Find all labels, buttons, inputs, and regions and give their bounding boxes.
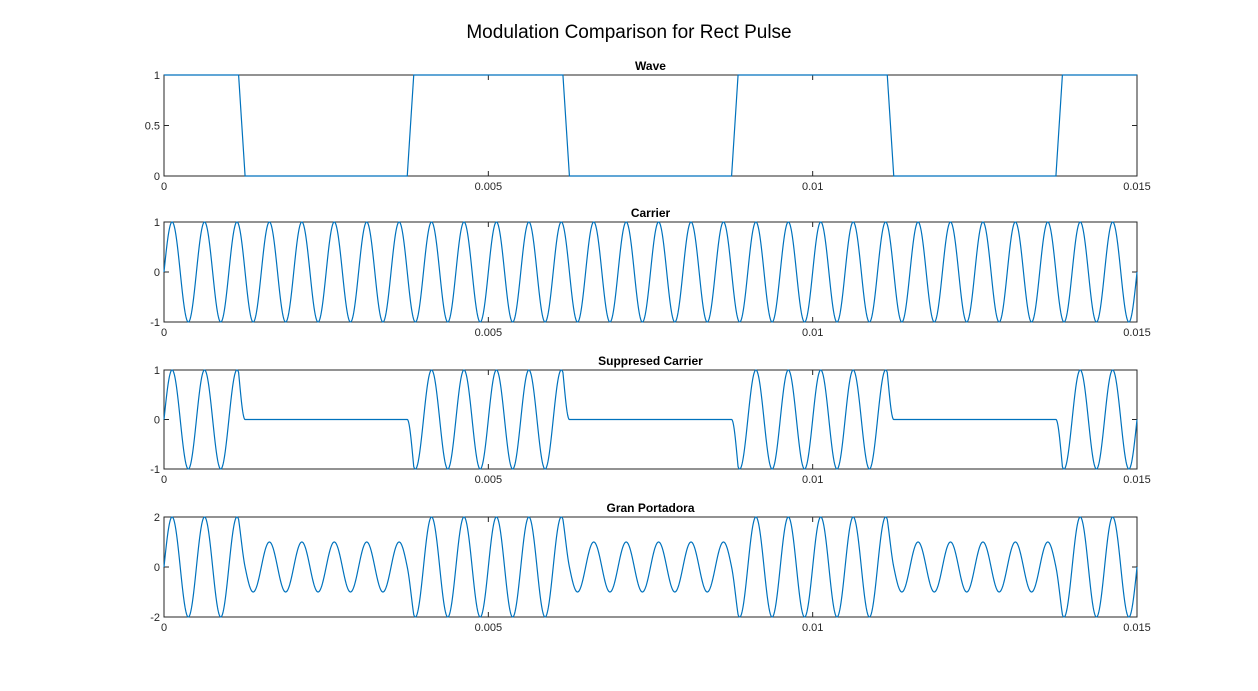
axes-box: [163, 74, 1138, 177]
y-tick-label: -1: [150, 317, 160, 329]
series-line: [163, 221, 1138, 323]
y-tick-label: -1: [150, 464, 160, 476]
x-tick-label: 0: [161, 181, 167, 193]
y-tick-label: 0: [154, 267, 160, 279]
x-tick-label: 0.01: [802, 622, 823, 634]
series-line: [163, 516, 1138, 618]
x-tick-label: 0.01: [802, 474, 823, 486]
x-tick-label: 0.015: [1123, 327, 1151, 339]
figure-title: Modulation Comparison for Rect Pulse: [466, 22, 792, 43]
x-tick-label: 0.01: [802, 181, 823, 193]
y-tick-label: 0: [154, 415, 160, 427]
x-tick-label: 0.015: [1123, 474, 1151, 486]
axes-title: Wave: [635, 59, 666, 73]
y-tick-label: 1: [154, 365, 160, 377]
x-tick-label: 0.005: [475, 622, 503, 634]
y-tick-label: 0: [154, 562, 160, 574]
axes-1: Wave 0 0.005 0.01 0.015 0 0.5 1: [145, 59, 1151, 193]
x-tick-label: 0.005: [475, 474, 503, 486]
y-tick-label: -2: [150, 612, 160, 624]
x-tick-label: 0.005: [475, 327, 503, 339]
axes-title: Gran Portadora: [606, 501, 694, 515]
y-tick-label: 1: [154, 70, 160, 82]
x-tick-label: 0.015: [1123, 181, 1151, 193]
x-tick-label: 0.01: [802, 327, 823, 339]
y-tick-label: 0.5: [145, 121, 160, 133]
axes-title: Carrier: [631, 206, 671, 220]
x-tick-label: 0: [161, 622, 167, 634]
x-tick-label: 0.005: [475, 181, 503, 193]
x-tick-label: 0: [161, 474, 167, 486]
x-tick-label: 0.015: [1123, 622, 1151, 634]
y-tick-label: 1: [154, 217, 160, 229]
axes-title: Suppresed Carrier: [598, 354, 703, 368]
series-line: [163, 369, 1138, 470]
y-tick-label: 0: [154, 171, 160, 183]
series-line: [164, 74, 1137, 177]
y-tick-label: 2: [154, 512, 160, 524]
x-tick-label: 0: [161, 327, 167, 339]
